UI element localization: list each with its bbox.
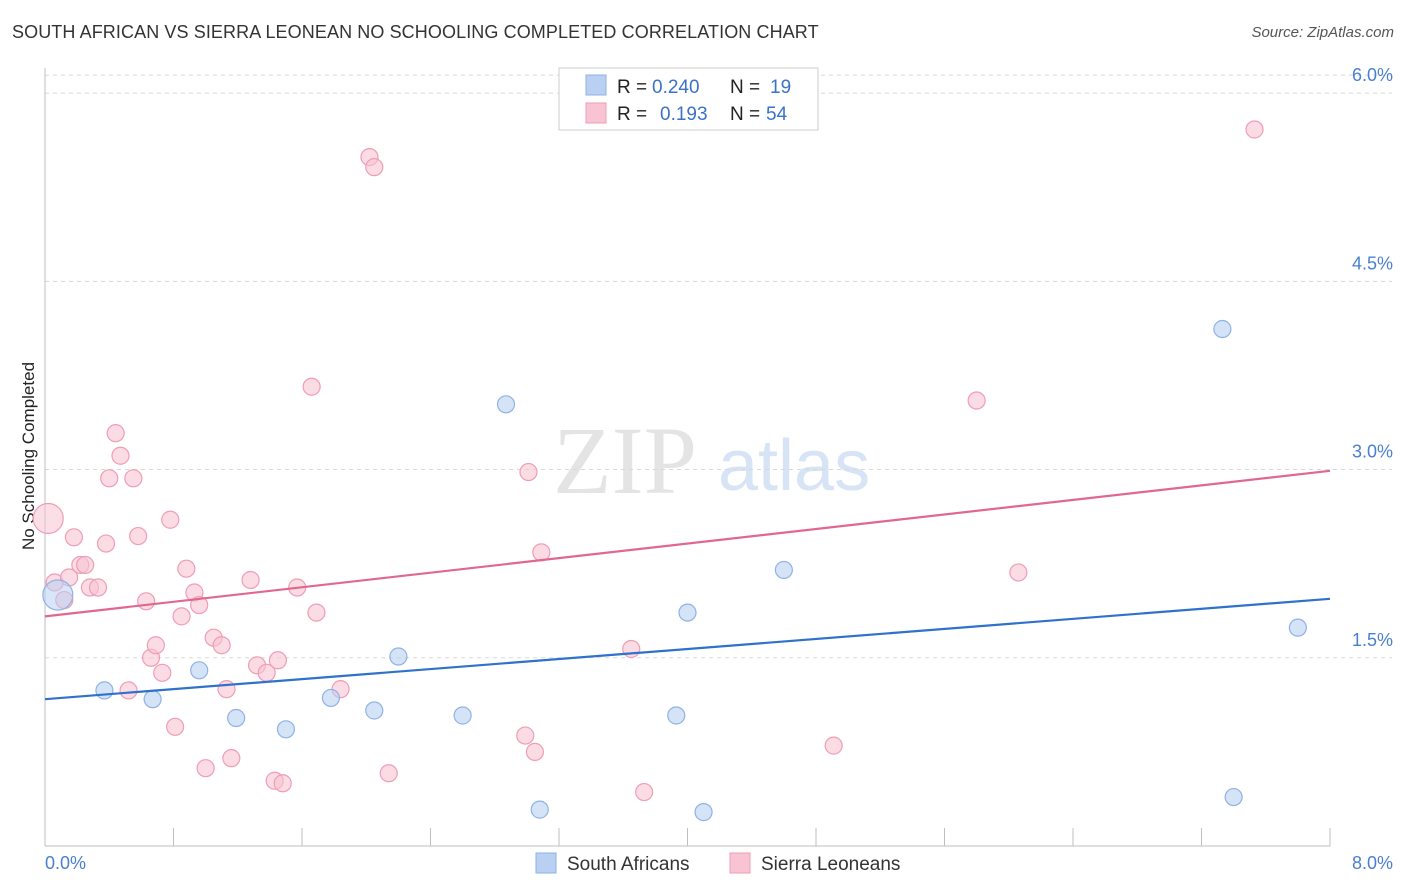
legend-swatch-pink — [585, 102, 607, 124]
sierra-leonean-point — [1009, 563, 1028, 582]
sierra-leonean-point — [824, 736, 843, 755]
sierra-leonean-point — [161, 510, 180, 529]
sierra-leonean-point — [1245, 120, 1264, 139]
legend-n-value-blue: 19 — [770, 77, 791, 98]
sierra-leonean-point — [212, 636, 231, 655]
south-african-point — [1213, 319, 1232, 339]
sierra-leonean-point — [100, 469, 119, 488]
sierra-leonean-point — [222, 749, 241, 768]
sierra-leonean-point — [177, 559, 196, 578]
south-african-point — [694, 803, 713, 822]
sierra-leonean-point — [302, 377, 321, 396]
sierra-leonean-point — [76, 555, 95, 575]
legend-n-value-pink: 54 — [766, 104, 788, 125]
gridlines — [45, 74, 1392, 659]
south-african-point — [667, 706, 686, 725]
bottom-legend-swatch-sierra-leoneans — [729, 852, 751, 874]
sierra-leonean-point — [32, 502, 64, 535]
legend-box: R = 0.240 N = 19 R = 0.193 N = 54 — [558, 67, 819, 131]
sierra-leonean-point — [273, 774, 292, 793]
y-tick-labels: 1.5% 3.0% 4.5% 6.0% — [1352, 65, 1393, 650]
bottom-legend-label-sierra-leoneans: Sierra Leoneans — [761, 854, 900, 875]
sierra-leonean-point — [307, 603, 326, 622]
south-african-point — [678, 603, 697, 622]
sierra-leonean-point — [124, 469, 143, 488]
sierra-leonean-point — [119, 681, 138, 700]
x-tick-label-min: 0.0% — [45, 853, 86, 873]
south-african-point — [1288, 618, 1307, 637]
y-tick-label: 1.5% — [1352, 630, 1393, 650]
south-african-point — [276, 720, 296, 739]
south-african-point — [42, 579, 74, 611]
sierra-leonean-point — [379, 764, 398, 783]
sierra-leonean-point — [525, 742, 545, 761]
south-african-point — [227, 708, 246, 728]
south-african-point — [389, 647, 408, 666]
y-tick-label: 3.0% — [1352, 442, 1393, 462]
trend-line-sierra-leoneans — [44, 469, 1331, 618]
legend-r-label-pink: R = — [617, 104, 647, 125]
watermark-atlas: atlas — [718, 426, 870, 506]
sierra-leonean-point — [241, 570, 260, 590]
south-african-point — [95, 681, 114, 700]
sierra-leonean-point — [153, 663, 172, 682]
sierra-leonean-point — [635, 782, 654, 802]
sierra-leonean-point — [268, 651, 288, 670]
south-african-point — [453, 706, 472, 725]
legend-r-value-pink: 0.193 — [660, 104, 708, 125]
y-tick-label: 4.5% — [1352, 253, 1393, 273]
south-african-point — [365, 701, 384, 720]
legend-r-value-blue: 0.240 — [652, 77, 700, 98]
sierra-leonean-point — [532, 543, 551, 562]
sierra-leonean-point — [64, 528, 84, 547]
sierra-leonean-point — [96, 534, 116, 553]
trend-line-south-africans — [44, 597, 1331, 701]
sierra-leonean-point — [106, 424, 125, 443]
x-ticks — [44, 828, 1331, 846]
legend-n-label-blue: N = — [730, 77, 760, 98]
bottom-legend-label-south-africans: South Africans — [567, 854, 690, 875]
sierra-leonean-point — [196, 759, 215, 778]
sierra-leonean-point — [88, 578, 108, 597]
source-label: Source: ZipAtlas.com — [1251, 24, 1394, 41]
bottom-legend: South Africans Sierra Leoneans — [535, 852, 900, 875]
sierra-leonean-point — [217, 680, 236, 699]
trend-lines — [44, 469, 1331, 701]
sierra-leonean-point — [519, 462, 538, 482]
sierra-leonean-point — [146, 636, 165, 655]
legend-swatch-blue — [585, 74, 607, 96]
legend-r-label-blue: R = — [617, 77, 647, 98]
south-african-point — [774, 560, 793, 580]
south-african-point — [321, 688, 341, 708]
y-tick-label: 6.0% — [1352, 65, 1393, 85]
south-african-point — [530, 800, 549, 819]
sierra-leonean-point — [137, 592, 156, 611]
south-african-point — [496, 395, 516, 414]
sierra-leonean-point — [129, 526, 148, 546]
south-african-point — [1224, 787, 1243, 807]
sierra-leonean-point — [967, 391, 986, 410]
sierra-leonean-point — [166, 717, 185, 736]
south-african-point — [143, 690, 162, 709]
x-tick-label-max: 8.0% — [1352, 853, 1393, 873]
bottom-legend-swatch-south-africans — [535, 852, 557, 874]
chart-title: SOUTH AFRICAN VS SIERRA LEONEAN NO SCHOO… — [12, 22, 819, 42]
sierra-leonean-point — [172, 607, 191, 626]
legend-n-label-pink: N = — [730, 104, 760, 125]
series-sierra-leoneans-points — [32, 120, 1264, 802]
south-african-point — [190, 661, 209, 680]
sierra-leonean-point — [516, 726, 535, 745]
sierra-leonean-point — [190, 595, 209, 615]
sierra-leonean-point — [365, 158, 384, 177]
sierra-leonean-point — [111, 446, 130, 465]
y-axis-label: No Schooling Completed — [19, 362, 38, 550]
watermark-zip: ZIP — [553, 407, 697, 514]
series-south-africans-points — [42, 319, 1307, 822]
